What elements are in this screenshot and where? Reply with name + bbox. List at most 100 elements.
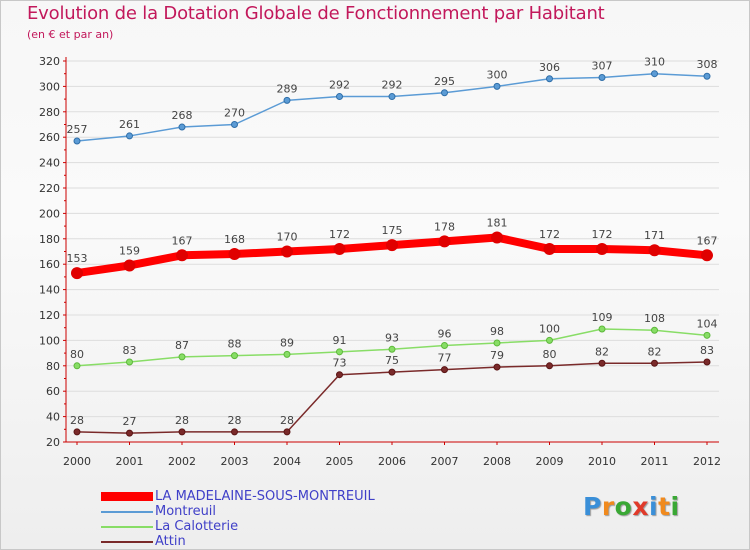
y-tick-label: 200: [39, 207, 60, 220]
data-label-calotterie: 83: [123, 344, 137, 357]
data-point-montreuil: [441, 89, 448, 97]
data-point-madelaine: [596, 242, 608, 255]
y-tick-label: 20: [46, 436, 60, 449]
logo-letter: i: [649, 492, 659, 521]
data-point-montreuil: [73, 137, 81, 145]
data-label-madelaine: 170: [277, 231, 298, 244]
chart-title: Evolution de la Dotation Globale de Fonc…: [27, 3, 605, 24]
proxiti-logo: Proxiti: [583, 492, 680, 521]
data-label-calotterie: 109: [592, 311, 613, 324]
data-label-attin: 28: [70, 414, 84, 427]
legend-label: Montreuil: [155, 504, 217, 519]
x-tick-label: 2012: [693, 455, 721, 468]
data-point-attin: [546, 362, 553, 370]
x-tick-label: 2008: [483, 455, 511, 468]
data-label-madelaine: 175: [382, 224, 403, 237]
data-label-montreuil: 292: [329, 79, 350, 92]
data-label-attin: 27: [123, 415, 137, 428]
legend-item-calotterie: La Calotterie: [101, 519, 375, 534]
data-point-montreuil: [126, 132, 133, 140]
data-label-madelaine: 159: [119, 244, 140, 257]
data-label-montreuil: 306: [539, 61, 560, 74]
x-tick-label: 2005: [326, 455, 354, 468]
data-point-attin: [493, 363, 501, 371]
data-label-madelaine: 167: [172, 234, 193, 247]
data-point-madelaine: [701, 249, 713, 262]
legend-item-attin: Attin: [101, 534, 375, 549]
data-point-attin: [336, 371, 343, 379]
data-point-madelaine: [491, 231, 503, 244]
data-label-attin: 75: [385, 354, 399, 367]
data-point-attin: [283, 428, 291, 436]
legend-label: La Calotterie: [155, 519, 239, 534]
data-label-montreuil: 308: [697, 58, 718, 71]
x-tick-label: 2009: [536, 455, 564, 468]
data-label-calotterie: 89: [280, 336, 294, 349]
logo-letter: r: [601, 492, 615, 521]
data-point-montreuil: [283, 96, 291, 104]
y-tick-label: 180: [39, 233, 60, 246]
y-tick-label: 140: [39, 284, 60, 297]
data-point-attin: [388, 368, 396, 376]
data-label-madelaine: 181: [487, 217, 508, 230]
data-point-montreuil: [388, 93, 396, 101]
data-point-attin: [598, 359, 606, 367]
x-tick-label: 2010: [588, 455, 616, 468]
x-tick-label: 2000: [63, 455, 91, 468]
data-point-montreuil: [651, 70, 658, 78]
x-tick-label: 2003: [221, 455, 249, 468]
data-label-madelaine: 172: [329, 228, 350, 241]
x-tick-label: 2002: [168, 455, 196, 468]
logo-letter: o: [614, 492, 633, 521]
x-tick-label: 2004: [273, 455, 301, 468]
data-label-attin: 82: [595, 345, 609, 358]
logo-letter: i: [670, 492, 680, 521]
legend-label: LA MADELAINE-SOUS-MONTREUIL: [155, 489, 375, 504]
data-point-montreuil: [598, 74, 606, 82]
data-label-montreuil: 300: [487, 68, 508, 81]
data-label-calotterie: 96: [438, 327, 452, 340]
x-tick-label: 2001: [116, 455, 144, 468]
data-point-madelaine: [176, 249, 188, 262]
data-point-calotterie: [546, 336, 553, 344]
data-point-calotterie: [703, 331, 711, 339]
x-tick-label: 2011: [641, 455, 669, 468]
chart-subtitle: (en € et par an): [27, 28, 114, 41]
data-point-calotterie: [388, 345, 396, 353]
logo-letter: P: [583, 492, 602, 521]
data-label-calotterie: 91: [333, 334, 347, 347]
data-point-montreuil: [231, 121, 238, 128]
data-label-attin: 77: [438, 352, 452, 365]
data-point-attin: [703, 358, 711, 366]
legend-item-madelaine: LA MADELAINE-SOUS-MONTREUIL: [101, 489, 375, 504]
y-tick-label: 240: [39, 157, 60, 170]
data-label-attin: 82: [648, 345, 662, 358]
data-point-montreuil: [546, 75, 553, 83]
data-label-montreuil: 261: [119, 118, 140, 131]
data-label-calotterie: 88: [228, 338, 242, 351]
data-point-montreuil: [336, 93, 343, 101]
data-point-madelaine: [228, 248, 241, 261]
y-tick-label: 100: [39, 334, 60, 347]
legend: LA MADELAINE-SOUS-MONTREUIL Montreuil La…: [101, 489, 375, 549]
data-point-calotterie: [598, 325, 606, 333]
legend-swatch: [101, 492, 153, 501]
data-label-attin: 28: [280, 414, 294, 427]
data-label-calotterie: 108: [644, 312, 665, 325]
logo-letter: t: [658, 492, 671, 521]
data-point-calotterie: [231, 352, 238, 360]
data-point-montreuil: [178, 123, 186, 131]
data-label-montreuil: 270: [224, 107, 245, 120]
data-point-madelaine: [648, 244, 661, 257]
data-point-calotterie: [651, 326, 658, 334]
logo-letter: x: [632, 492, 649, 521]
y-tick-label: 160: [39, 258, 60, 271]
data-point-calotterie: [73, 362, 81, 370]
data-label-calotterie: 104: [697, 317, 718, 330]
data-label-calotterie: 100: [539, 322, 560, 335]
data-label-madelaine: 172: [539, 228, 560, 241]
y-tick-label: 260: [39, 131, 60, 144]
data-label-attin: 79: [490, 349, 504, 362]
